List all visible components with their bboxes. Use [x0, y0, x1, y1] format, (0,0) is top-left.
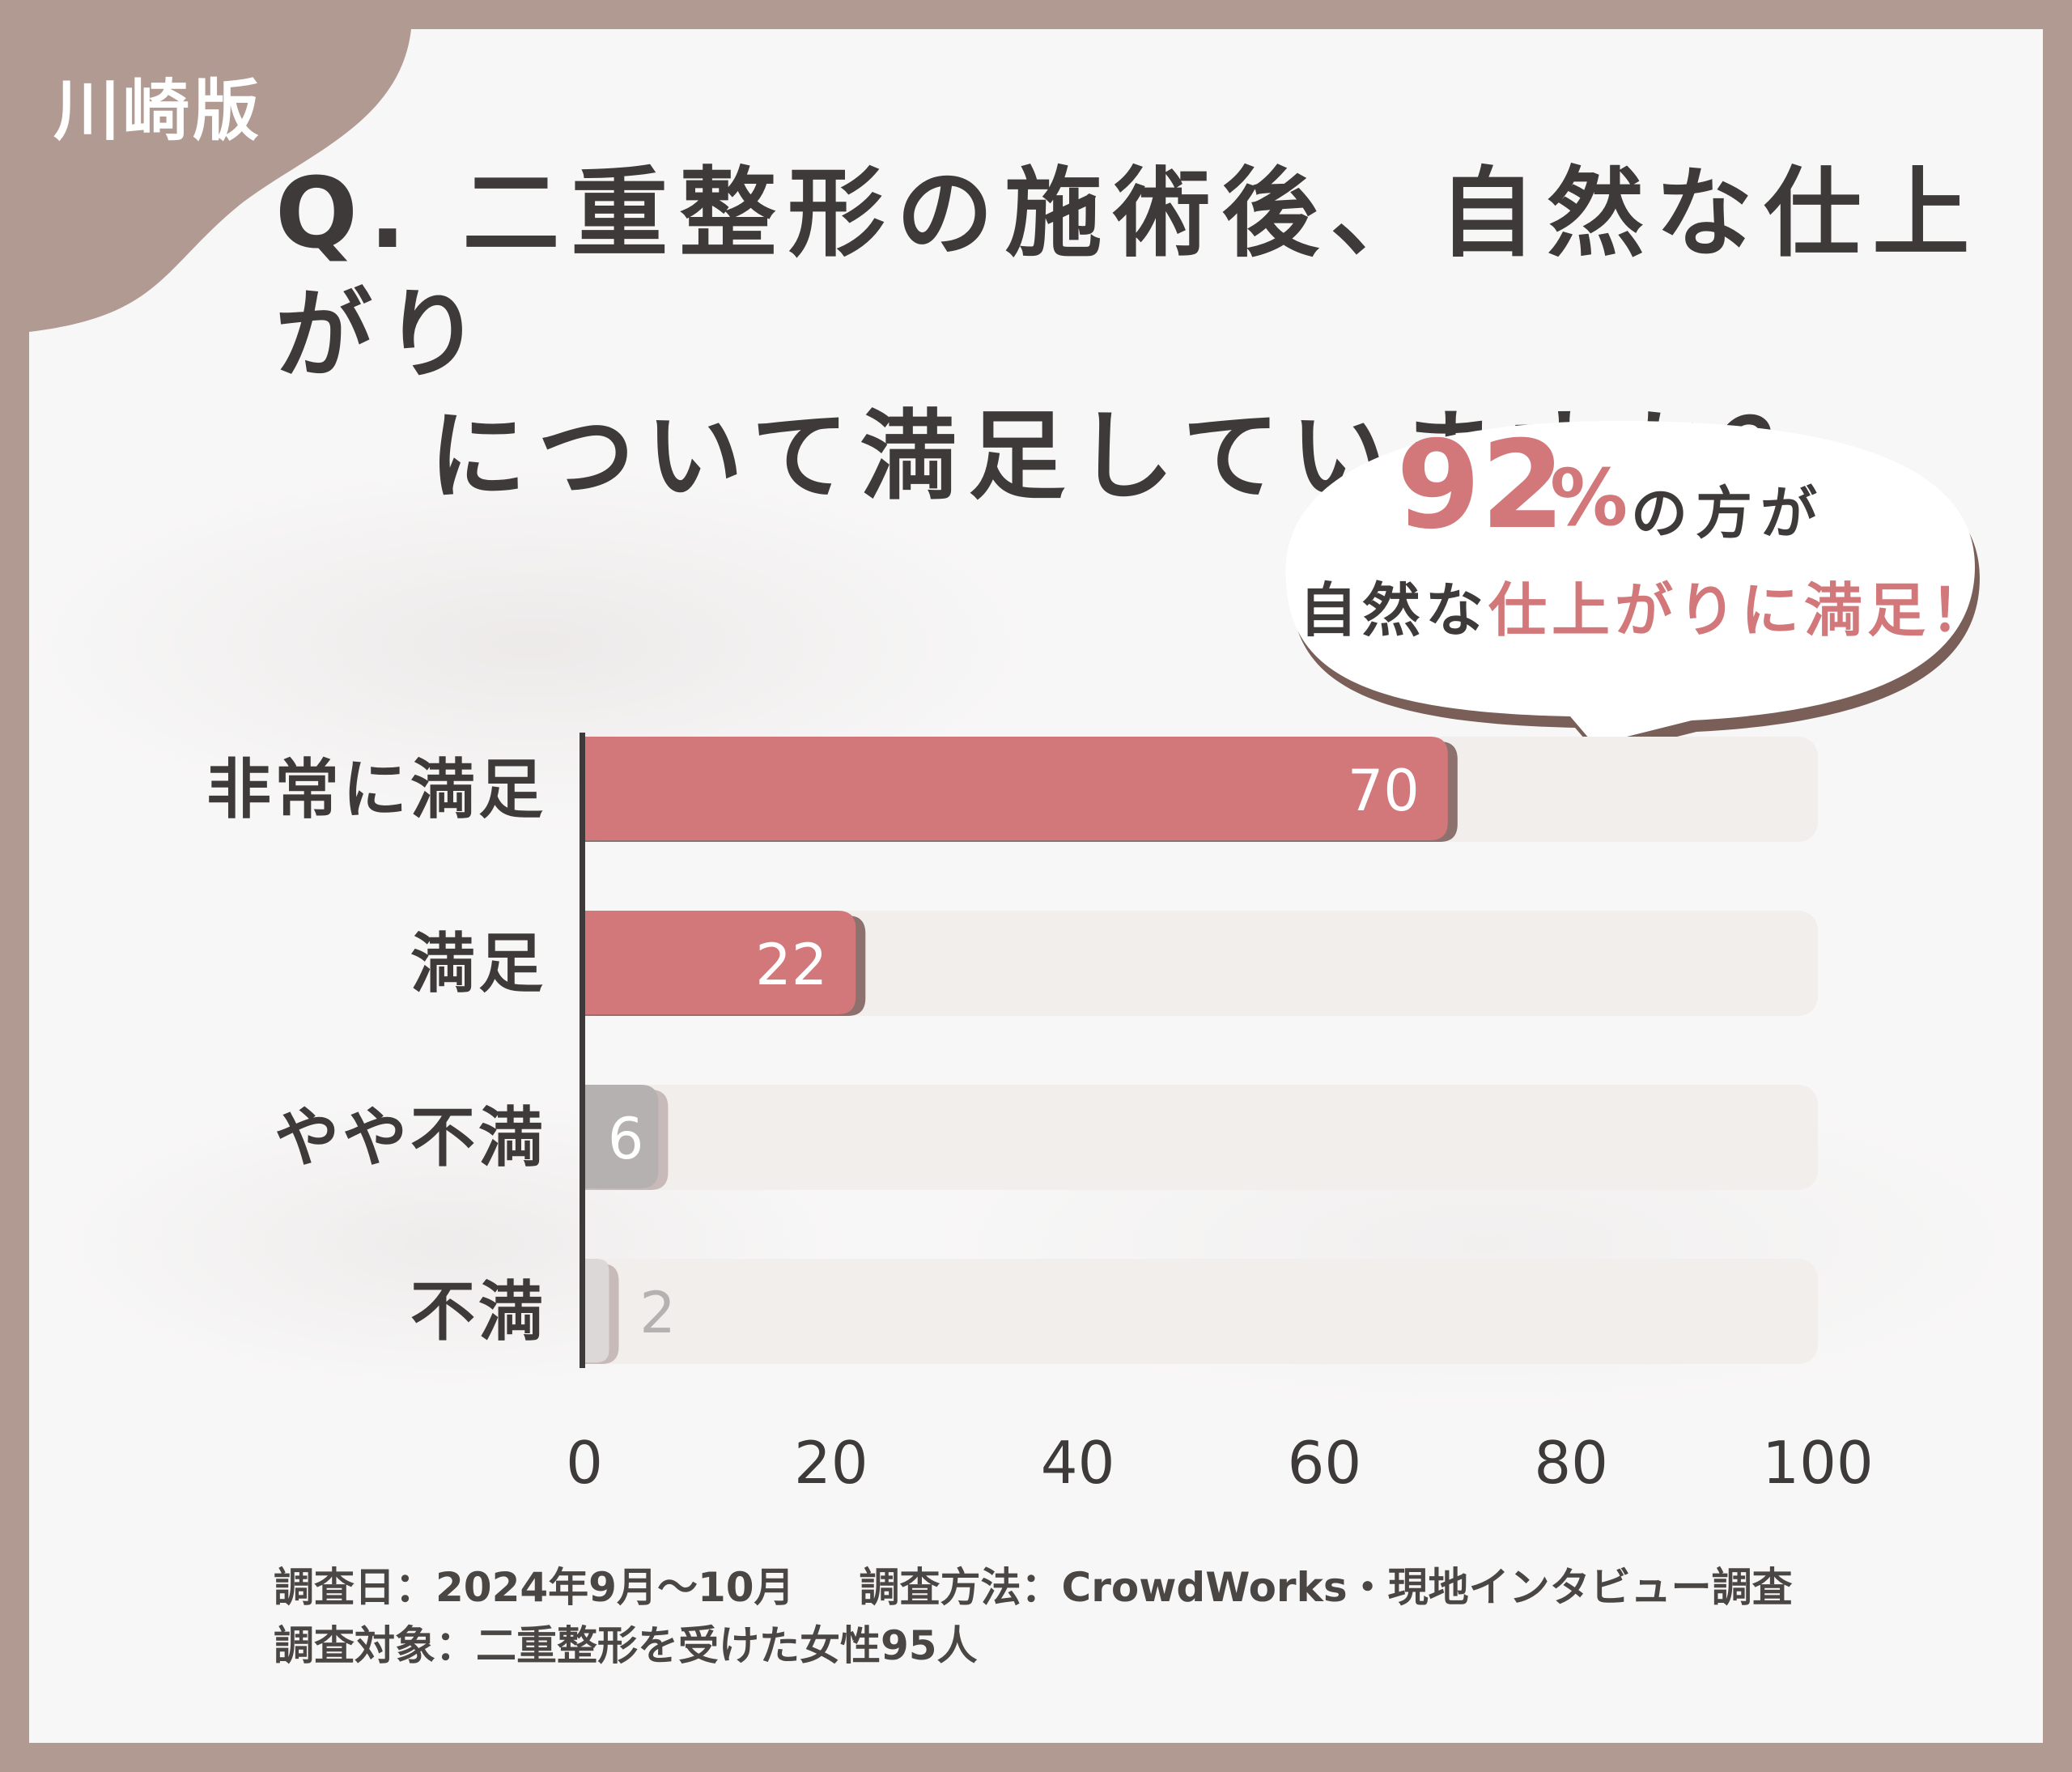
category-label: 不満: [410, 1274, 546, 1349]
bar-4: [584, 1259, 609, 1362]
category-label: 満足: [410, 926, 546, 1001]
callout-line1-rest: の方が: [1631, 480, 1825, 546]
x-tick-label: 40: [1041, 1429, 1115, 1497]
value-label: 6: [608, 1106, 644, 1172]
x-tick-label: 60: [1288, 1429, 1362, 1497]
content-card: [29, 29, 2043, 1743]
bar-3: [584, 1085, 659, 1188]
bar-track: [584, 911, 1818, 1016]
survey-method: 調査方法：CrowdWorks・現地インタビュー調査: [859, 1564, 1793, 1611]
category-label: やや不満: [274, 1100, 546, 1175]
value-label: 70: [1348, 758, 1420, 824]
callout-value: 92: [1396, 415, 1565, 556]
title-line-1: Q. 二重整形の施術後、自然な仕上がり: [275, 158, 1981, 392]
survey-target: 調査対象：二重整形を受けた女性95人: [274, 1622, 978, 1669]
callout-unit: %: [1550, 453, 1628, 543]
category-label: 非常に満足: [206, 752, 546, 827]
region-tag: 川崎版: [53, 73, 263, 150]
value-label: 2: [639, 1280, 676, 1346]
callout-line2-dark: 自然な: [1299, 576, 1489, 644]
y-axis-line: [580, 733, 585, 1368]
corner-tab-shape: [29, 29, 411, 332]
footnote: 調査日：2024年9月～10月 調査方法：CrowdWorks・現地インタビュー調…: [274, 1558, 1793, 1675]
value-label: 22: [755, 932, 827, 998]
x-tick-label: 80: [1534, 1429, 1608, 1497]
bar-1: [584, 737, 1448, 840]
survey-date: 調査日：2024年9月～10月: [274, 1564, 795, 1611]
callout-line-2: 自然な仕上がりに満足！: [1299, 563, 1993, 648]
bar-track: [584, 1085, 1818, 1190]
x-tick-label: 20: [794, 1429, 868, 1497]
x-tick-label: 0: [566, 1429, 603, 1497]
bar-track: [584, 1259, 1818, 1364]
callout-line2-pink: 仕上がりに満足！: [1488, 576, 1994, 644]
bar-2: [584, 911, 856, 1014]
footnote-line-1: 調査日：2024年9月～10月 調査方法：CrowdWorks・現地インタビュー調…: [274, 1558, 1793, 1617]
page-title: Q. 二重整形の施術後、自然な仕上がり について満足していますか？: [275, 154, 2015, 518]
x-tick-label: 100: [1762, 1429, 1873, 1497]
